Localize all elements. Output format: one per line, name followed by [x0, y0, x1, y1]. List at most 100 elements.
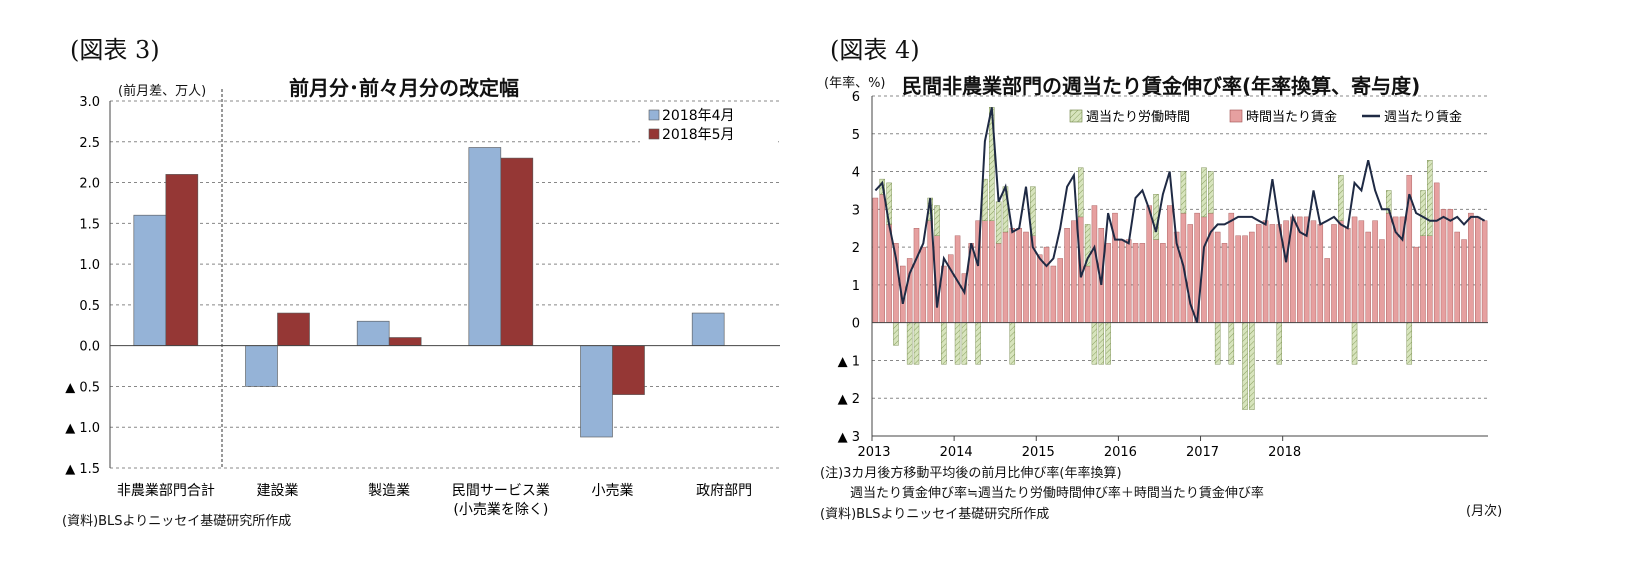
- hours-bar: [1249, 322, 1255, 410]
- wage-bar: [1262, 220, 1269, 323]
- y-tick-label: 1.0: [79, 258, 100, 273]
- wage-bar: [1365, 231, 1371, 323]
- hours-bar: [1078, 167, 1084, 218]
- wage-bar: [879, 194, 885, 323]
- y-tick-label: ▲ 0.5: [65, 380, 100, 395]
- wage-bar: [1317, 224, 1324, 323]
- hours-bar: [954, 322, 961, 365]
- wage-bar: [1091, 205, 1098, 323]
- wage-bar: [995, 243, 1002, 323]
- wage-bar: [1214, 231, 1221, 323]
- y-tick-label: 0.5: [79, 299, 100, 314]
- hours-bar: [1180, 171, 1187, 214]
- wage-bar: [1269, 224, 1276, 323]
- legend-label-hours: 週当たり労働時間: [1086, 110, 1190, 125]
- legend-swatch-hours: [1069, 109, 1083, 123]
- y-tick-label: 3.0: [79, 95, 100, 110]
- figure-3-chart: 3.0 2.5 2.0 1.5 1.0 0.5 0.0 ▲ 0.5 ▲ 1.0 ▲ 1.5 非農業部…: [65, 89, 780, 518]
- hours-bar: [975, 322, 981, 365]
- figure-4-note-2: 週当たり賃金伸び率≒週当たり労働時間伸び率＋時間当たり賃金伸び率: [850, 486, 1264, 501]
- wage-bar: [1447, 209, 1454, 323]
- hours-bar: [1427, 160, 1433, 236]
- wage-bar: [913, 228, 920, 323]
- weekly-wage-line: [874, 107, 1486, 324]
- wage-bar: [1249, 231, 1255, 323]
- x-tick-label: 建設業: [257, 483, 299, 499]
- wage-bar: [1105, 243, 1111, 323]
- legend-swatch: [648, 128, 660, 140]
- legend-background: [640, 104, 778, 148]
- wage-bar: [1002, 231, 1009, 323]
- hours-bar: [1201, 167, 1207, 218]
- figure-3-unit: (前月差、万人): [118, 84, 207, 99]
- bar: [356, 320, 390, 346]
- y-tick-label: 5: [852, 128, 860, 143]
- hours-bar: [913, 322, 920, 365]
- wage-bar: [1433, 182, 1440, 323]
- hours-bar: [1406, 322, 1413, 365]
- hours-bar: [1091, 322, 1098, 365]
- x-tick-label: 製造業: [368, 483, 410, 499]
- y-tick-label: ▲ 2: [838, 392, 860, 407]
- wage-bar: [982, 220, 988, 323]
- bar: [388, 337, 422, 346]
- wage-bar: [1386, 212, 1392, 323]
- y-tick-label: 3: [852, 203, 860, 218]
- figure-3-source: (資料)BLSよりニッセイ基礎研究所作成: [62, 514, 292, 529]
- wage-bar: [1372, 220, 1378, 323]
- wage-bar: [989, 220, 995, 323]
- hours-bar: [961, 322, 968, 365]
- legend-label-weekly: 週当たり賃金: [1384, 109, 1462, 125]
- wage-bar: [1475, 216, 1481, 323]
- x-tick-label: 2016: [1104, 445, 1137, 460]
- x-tick-label: 2018: [1268, 445, 1301, 460]
- wage-bar: [1440, 209, 1447, 323]
- wage-bar: [1461, 239, 1467, 323]
- hours-bar: [1098, 322, 1105, 365]
- wage-bar: [1324, 258, 1330, 323]
- hours-bar: [1214, 322, 1221, 365]
- wage-bar: [1084, 265, 1091, 323]
- legend-swatch: [648, 109, 660, 121]
- y-tick-label: 4: [852, 166, 860, 181]
- x-tick-label: 2015: [1022, 445, 1055, 460]
- hours-bar: [1030, 186, 1036, 236]
- wage-bar: [1125, 239, 1132, 323]
- y-tick-label: 6: [852, 90, 860, 105]
- hours-bar: [1084, 224, 1091, 267]
- bar: [691, 312, 725, 346]
- x-tick-label: 2013: [857, 445, 890, 460]
- figure-3-title: 前月分･前々月分の改定幅: [289, 76, 519, 100]
- figure-3-panel: (図表 3) 前月分･前々月分の改定幅 (前月差、万人) (資料)BLSよりニッ…: [0, 0, 820, 588]
- wage-bar: [1016, 228, 1022, 323]
- bar: [245, 345, 278, 387]
- wage-bar: [1036, 254, 1043, 323]
- y-tick-label: ▲ 1.5: [65, 462, 100, 477]
- figure-4-unit: (年率、%): [824, 76, 886, 91]
- wage-bar: [1379, 239, 1385, 323]
- y-tick-label: ▲ 1: [838, 354, 860, 369]
- bar: [612, 345, 645, 395]
- wage-bar: [1057, 258, 1063, 323]
- legend-background: [1060, 104, 1480, 128]
- x-tick-label: 小売業: [592, 483, 634, 499]
- wage-bar: [1427, 235, 1433, 323]
- wage-bar: [1132, 243, 1139, 323]
- wage-bar: [1420, 235, 1426, 323]
- bar: [500, 157, 534, 346]
- wage-bar: [920, 246, 927, 323]
- wage-bar: [1310, 220, 1317, 323]
- y-tick-label: 2: [852, 241, 860, 256]
- hours-bar: [1208, 171, 1214, 214]
- wage-bar: [1331, 224, 1337, 323]
- wage-bar: [1119, 239, 1125, 323]
- bar: [580, 345, 613, 438]
- wage-bar: [1255, 224, 1262, 323]
- figure-4-panel: (図表 4) 民間非農業部門の週当たり賃金伸び率(年率換算、寄与度) (年率、%…: [820, 0, 1647, 588]
- hours-bar: [893, 322, 899, 346]
- wage-bar: [1413, 246, 1419, 323]
- bar: [165, 174, 199, 346]
- wage-bar: [1139, 243, 1146, 323]
- wage-bar: [1344, 228, 1351, 323]
